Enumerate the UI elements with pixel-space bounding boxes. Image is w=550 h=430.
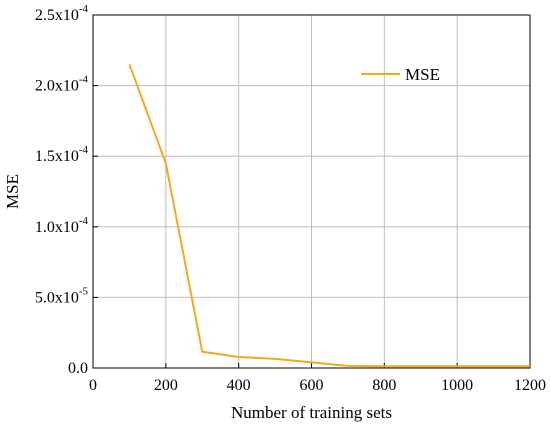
y-tick-label: 1.5x10-4	[35, 144, 89, 165]
legend: MSE	[361, 65, 440, 84]
grid-lines	[92, 14, 531, 369]
y-axis-title: MSE	[3, 174, 22, 209]
y-tick-label: 5.0x10-5	[35, 285, 89, 306]
series-line-mse	[128, 64, 530, 368]
x-axis-title: Number of training sets	[231, 403, 392, 422]
x-axis-ticks: 0 200 400 600 800 1000 1200	[89, 363, 546, 394]
x-tick-label: 200	[154, 377, 178, 394]
y-tick-label: 0.0	[68, 360, 88, 377]
y-axis-ticks: 0.0 5.0x10-5 1.0x10-4 1.5x10-4 2.0x10-4 2.5x1…	[35, 3, 98, 377]
y-tick-label: 2.5x10-4	[35, 3, 89, 24]
x-tick-label: 800	[372, 377, 396, 394]
x-tick-label: 600	[300, 377, 324, 394]
series-layer	[128, 64, 530, 368]
x-tick-label: 0	[89, 377, 97, 394]
x-tick-label: 400	[227, 377, 251, 394]
y-tick-label: 2.0x10-4	[35, 74, 89, 95]
x-tick-label: 1000	[441, 377, 473, 394]
y-tick-label: 1.0x10-4	[35, 215, 89, 236]
legend-label: MSE	[405, 65, 440, 84]
x-tick-label: 1200	[514, 377, 546, 394]
